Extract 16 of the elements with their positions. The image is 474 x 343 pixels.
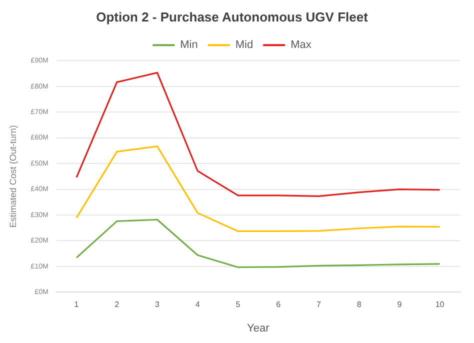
legend-label: Min: [180, 39, 198, 52]
x-tick-label: 3: [155, 300, 160, 310]
x-tick-label: 2: [114, 300, 120, 310]
x-tick-label: 9: [397, 300, 402, 310]
x-tick-label: 10: [435, 300, 445, 310]
x-tick-label: 8: [356, 300, 362, 310]
x-axis-title: Year: [247, 322, 270, 334]
x-tick-label: 7: [316, 300, 322, 310]
chart-title: Option 2 - Purchase Autonomous UGV Fleet: [96, 9, 369, 24]
x-tick-label: 6: [276, 300, 282, 310]
x-tick-label: 5: [236, 300, 241, 310]
x-tick-label: 1: [74, 300, 80, 310]
legend-label: Max: [290, 39, 312, 52]
y-axis-title: Estimated Cost (Out-turn): [8, 125, 18, 228]
x-tick-label: 4: [195, 300, 200, 310]
legend-label: Mid: [235, 39, 254, 52]
